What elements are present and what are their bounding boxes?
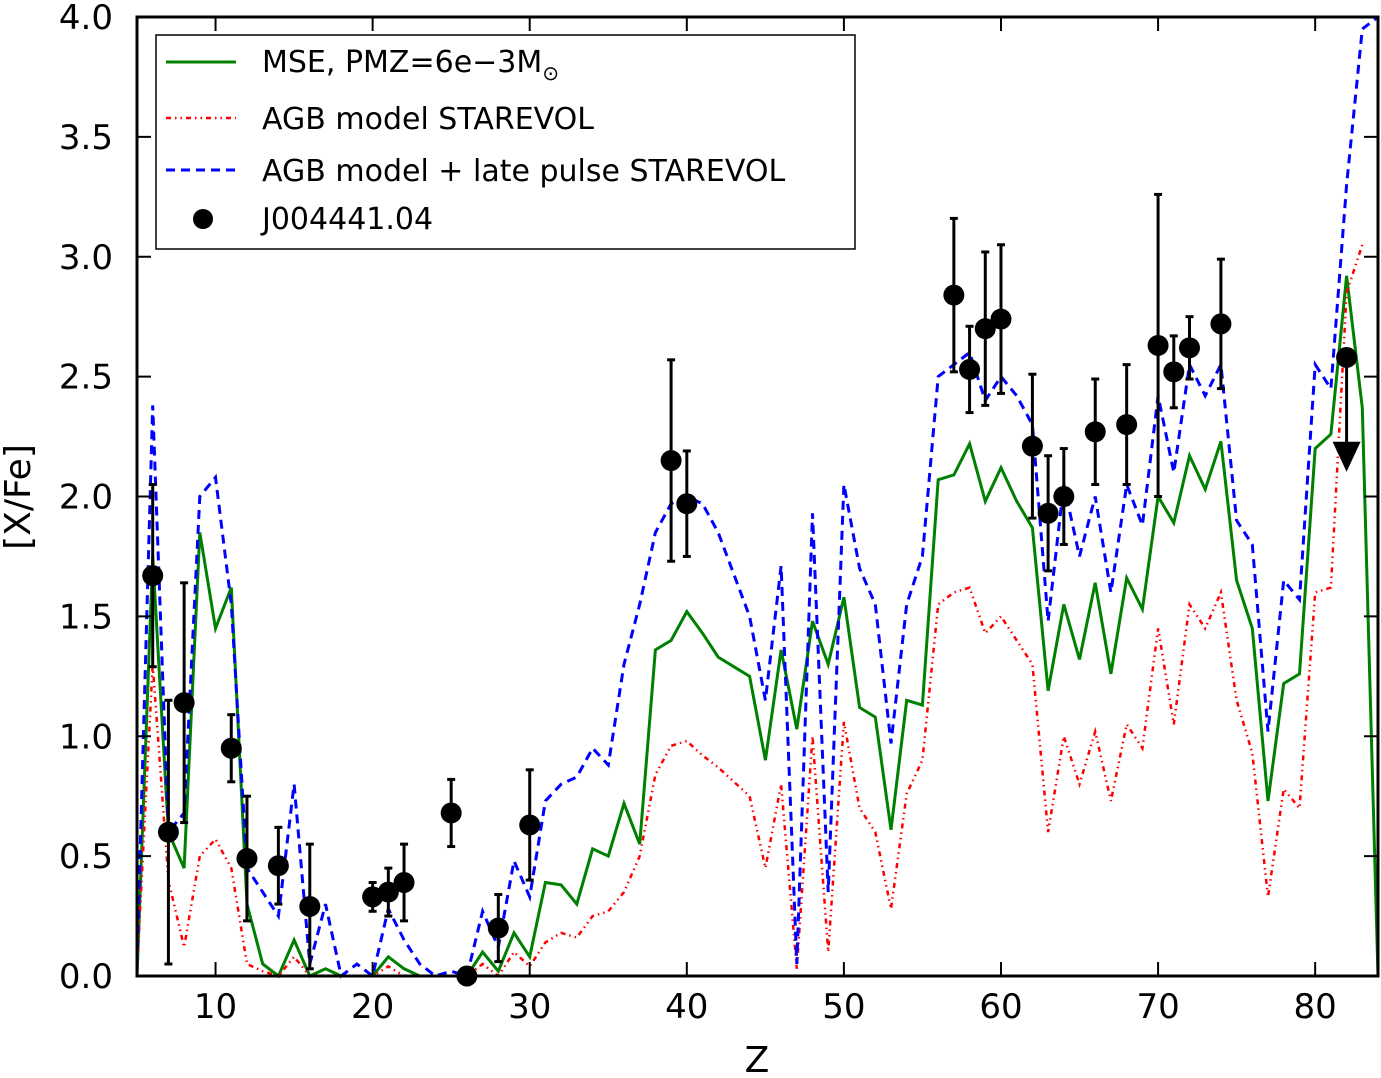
data-point	[943, 284, 965, 306]
legend-box	[155, 34, 856, 250]
data-point	[1210, 313, 1232, 335]
legend-label-mse-sun-symbol: ⊙	[542, 61, 559, 85]
data-point	[519, 814, 541, 836]
x-tick-label: 80	[1294, 987, 1337, 1027]
data-points-layer	[142, 192, 1361, 987]
y-tick-label: 0.0	[59, 957, 113, 997]
data-point	[1084, 421, 1106, 443]
data-point	[487, 917, 509, 939]
upper-limit-arrow-head	[1332, 441, 1361, 472]
y-tick-label: 4.0	[59, 0, 113, 38]
legend-label-star: J004441.04	[260, 202, 433, 237]
data-point	[236, 848, 258, 870]
legend-label-mse: MSE, PMZ=6e−3M⊙	[262, 45, 559, 85]
data-point	[1163, 361, 1185, 383]
x-tick-label: 70	[1136, 987, 1179, 1027]
x-axis-label: Z	[745, 1040, 770, 1078]
data-point	[142, 565, 164, 587]
x-tick-label: 20	[351, 987, 394, 1027]
data-point	[440, 802, 462, 824]
data-point	[1037, 502, 1059, 524]
data-point	[1116, 414, 1138, 436]
y-axis-label: [X/Fe]	[0, 444, 39, 550]
legend-label-agb: AGB model STAREVOL	[262, 102, 594, 137]
data-point	[1147, 334, 1169, 356]
data-point	[974, 318, 996, 340]
y-tick-label: 2.0	[59, 478, 113, 518]
x-tick-label: 50	[822, 987, 865, 1027]
data-point	[220, 737, 242, 759]
data-point	[377, 881, 399, 903]
legend-label-mse-main: MSE, PMZ=6e−3M	[262, 45, 542, 80]
ticks-layer: 10 20 30 40 50 60 70 80 0.0 0.5 1.0 1.5 2.0 2.5 3.0 3.5…	[59, 0, 1378, 1027]
y-tick-label: 3.0	[59, 238, 113, 278]
y-tick-label: 1.0	[59, 717, 113, 757]
data-point	[299, 895, 321, 917]
legend-label-agb-late-pulse: AGB model + late pulse STAREVOL	[262, 154, 785, 189]
y-tick-label: 1.5	[59, 597, 113, 637]
data-point	[959, 358, 981, 380]
x-tick-label: 30	[508, 987, 551, 1027]
legend-swatch-star	[193, 209, 213, 229]
data-point	[1178, 337, 1200, 359]
legend: MSE, PMZ=6e−3M⊙ AGB model STAREVOL AGB m…	[155, 34, 856, 250]
data-point	[990, 308, 1012, 330]
y-tick-label: 3.5	[59, 118, 113, 158]
data-point	[267, 855, 289, 877]
data-point	[1021, 435, 1043, 457]
data-point	[393, 871, 415, 893]
data-point	[1336, 346, 1358, 368]
data-point	[173, 692, 195, 714]
y-tick-label: 0.5	[59, 837, 113, 877]
data-point	[1053, 486, 1075, 507]
data-point	[660, 450, 682, 472]
x-tick-label: 10	[194, 987, 237, 1027]
data-point	[157, 821, 179, 843]
data-point	[676, 493, 698, 515]
x-tick-label: 60	[979, 987, 1022, 1027]
y-tick-label: 2.5	[59, 358, 113, 398]
x-tick-label: 40	[665, 987, 708, 1027]
